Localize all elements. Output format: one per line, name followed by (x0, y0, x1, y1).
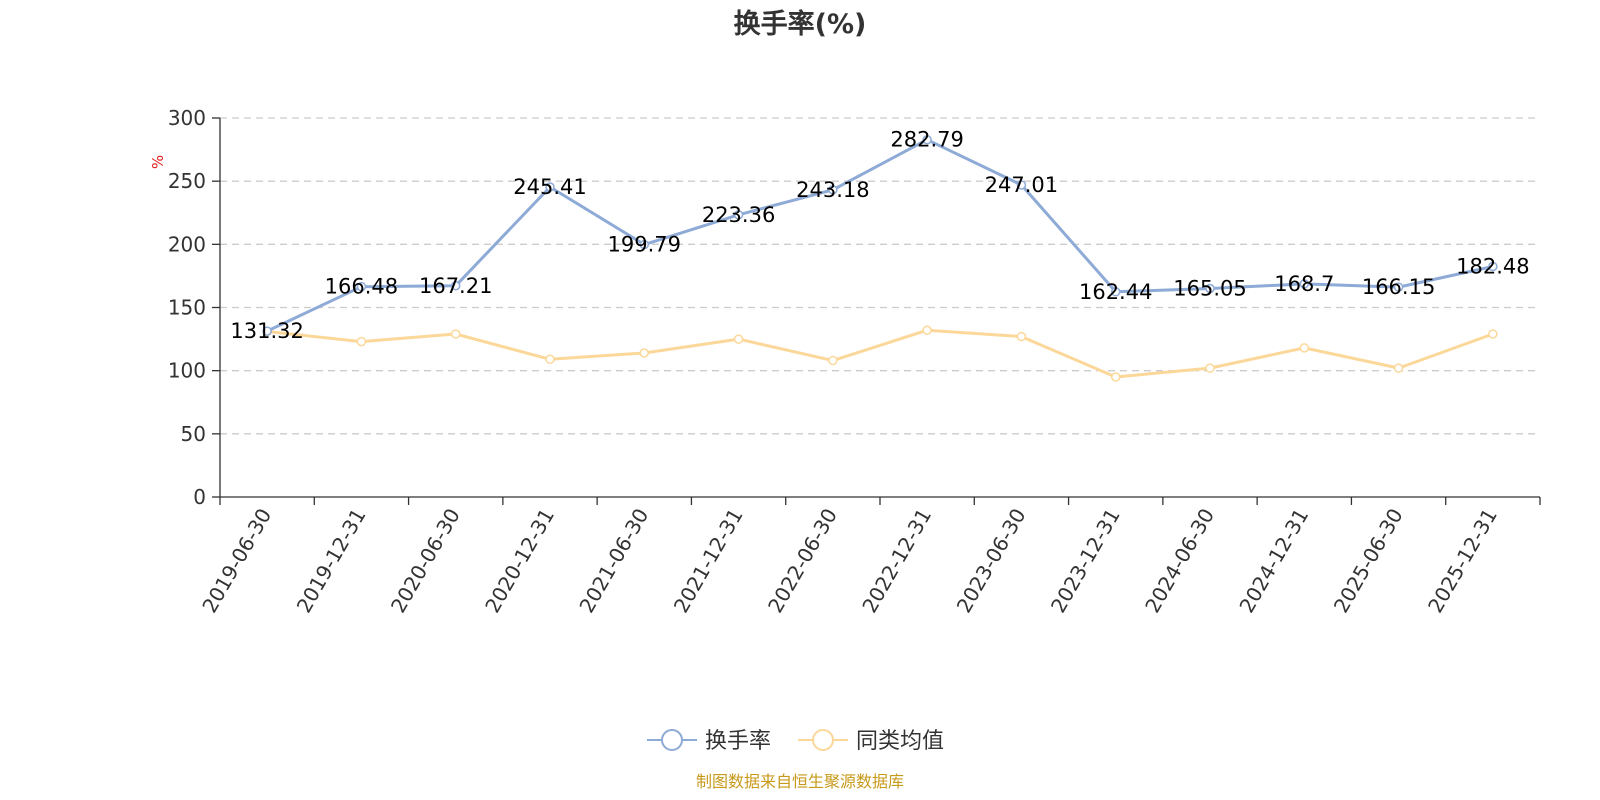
x-tick-label: 2019-12-31 (292, 504, 371, 617)
y-tick-label: 200 (168, 232, 206, 256)
x-tick-label: 2020-12-31 (480, 504, 559, 617)
data-point (1488, 329, 1498, 339)
legend-label: 同类均值 (856, 729, 944, 754)
y-tick-label: 250 (168, 169, 206, 193)
series-line-0 (265, 138, 1495, 333)
grid-lines (220, 117, 1540, 435)
data-label: 131.32 (230, 319, 303, 343)
series-line-1 (265, 328, 1495, 379)
data-point (639, 348, 650, 358)
data-label: 245.41 (513, 175, 586, 199)
data-point (1016, 331, 1027, 342)
data-point (1488, 261, 1498, 272)
y-tick-label: 150 (168, 296, 206, 320)
data-source-note: 制图数据来自恒生聚源数据库 (696, 772, 904, 791)
legend-marker (812, 729, 834, 751)
data-point (1110, 372, 1121, 382)
data-point (922, 134, 932, 145)
data-point (450, 329, 461, 339)
data-label: 165.05 (1173, 276, 1246, 300)
data-point (1393, 363, 1404, 373)
x-tick-label: 2022-06-30 (763, 504, 842, 617)
series-lines (262, 134, 1498, 382)
data-label: 162.44 (1079, 280, 1152, 304)
x-tick-label: 2022-12-31 (857, 504, 936, 617)
data-point (545, 354, 555, 365)
legend-item-1[interactable]: 同类均值 (798, 729, 944, 754)
data-point (922, 325, 932, 335)
x-tick-label: 2025-12-31 (1423, 504, 1502, 617)
y-tick-label: 300 (168, 106, 206, 130)
data-point (1016, 180, 1027, 190)
legend[interactable]: 换手率 同类均值 (647, 729, 944, 754)
data-label: 199.79 (608, 233, 681, 257)
data-point (733, 210, 744, 220)
data-point (1110, 287, 1121, 297)
legend-label: 换手率 (705, 729, 771, 754)
data-point (450, 281, 461, 291)
x-tick-label: 2024-06-30 (1140, 504, 1219, 617)
x-tick-label: 2025-06-30 (1329, 504, 1408, 617)
data-point (639, 239, 650, 250)
data-point (545, 182, 555, 192)
x-tick-label: 2021-12-31 (669, 504, 748, 617)
legend-item-0[interactable]: 换手率 (647, 729, 771, 754)
data-point (1205, 283, 1215, 294)
x-tick-label: 2021-06-30 (574, 504, 653, 617)
y-tick-label: 100 (168, 359, 206, 383)
data-label: 168.7 (1274, 272, 1334, 296)
y-tick-label: 50 (181, 422, 206, 446)
y-axis-unit: % (149, 155, 167, 169)
data-point (262, 326, 272, 336)
chart-title: 换手率(%) (734, 8, 867, 40)
data-label: 167.21 (419, 274, 492, 298)
data-point (356, 336, 367, 347)
legend-marker (661, 729, 683, 751)
data-label: 282.79 (890, 128, 963, 152)
data-point (1393, 282, 1404, 292)
x-tick-label: 2023-06-30 (952, 504, 1031, 617)
data-point (1299, 279, 1310, 289)
data-label: 166.15 (1362, 275, 1435, 299)
data-point (828, 355, 838, 366)
data-label: 166.48 (325, 275, 398, 299)
data-label: 247.01 (985, 173, 1058, 197)
data-point (1205, 363, 1215, 373)
x-tick-label: 2020-06-30 (386, 504, 465, 617)
data-point (1299, 343, 1310, 353)
data-label: 243.18 (796, 178, 869, 202)
data-label: 182.48 (1456, 254, 1529, 278)
data-labels: 131.32 166.48 167.21 245.41 199.79 223.36 243.… (230, 128, 1529, 343)
data-label: 223.36 (702, 203, 775, 227)
data-point (828, 185, 838, 195)
data-point (356, 281, 367, 292)
x-tick-label: 2023-12-31 (1046, 504, 1125, 617)
x-tick-label: 2019-06-30 (197, 504, 276, 617)
x-tick-label: 2024-12-31 (1234, 504, 1313, 617)
y-tick-label: 0 (193, 485, 206, 509)
data-point (733, 334, 744, 344)
